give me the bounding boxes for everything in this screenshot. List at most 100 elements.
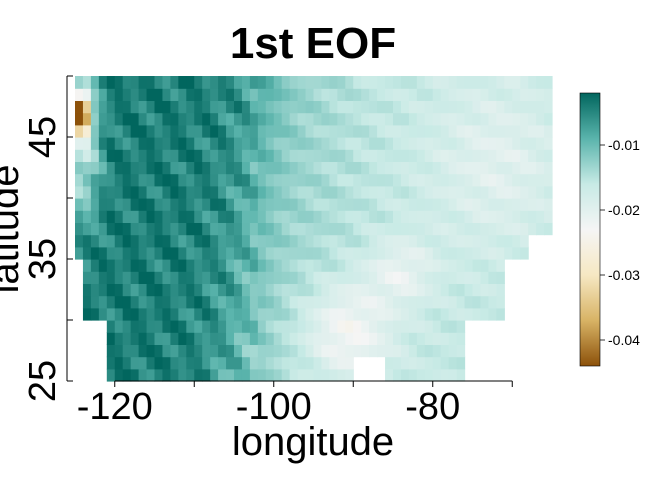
heatmap-cell [154, 368, 164, 382]
heatmap-cell [472, 173, 482, 187]
heatmap-cell [353, 185, 362, 199]
heatmap-cell [313, 112, 323, 126]
heatmap-cell [456, 124, 466, 138]
heatmap-cell [464, 222, 474, 236]
heatmap-cell [289, 173, 299, 187]
heatmap-cell [249, 222, 259, 236]
heatmap-cell [122, 356, 132, 370]
heatmap-cell [353, 137, 362, 150]
heatmap-cell [432, 198, 442, 211]
heatmap-cell [377, 320, 386, 333]
heatmap-cell [82, 210, 92, 223]
heatmap-cell [353, 222, 362, 236]
heatmap-cell [472, 100, 482, 114]
heatmap-cell [202, 100, 211, 114]
heatmap-cell [305, 295, 315, 309]
heatmap-cell [464, 173, 474, 187]
heatmap-cell [488, 271, 497, 284]
heatmap-cell [226, 173, 235, 187]
heatmap-cell [337, 320, 346, 333]
heatmap-cell [456, 222, 466, 236]
heatmap-cell [257, 356, 267, 370]
heatmap-cell [257, 185, 267, 199]
heatmap-cell [273, 88, 283, 101]
colorbar-tick-label: -0.03 [608, 267, 640, 283]
heatmap-cell [448, 222, 458, 236]
heatmap-cell [114, 88, 124, 101]
heatmap-cell [337, 100, 346, 114]
heatmap-cell [305, 76, 315, 89]
heatmap-cell [480, 88, 489, 101]
heatmap-cell [400, 124, 410, 138]
heatmap-cell [321, 149, 330, 162]
heatmap-cell [520, 173, 529, 187]
heatmap-cell [130, 332, 140, 345]
heatmap-cell [488, 307, 497, 321]
heatmap-cell [464, 149, 474, 162]
heatmap-cell [393, 137, 402, 150]
heatmap-cell [122, 234, 132, 248]
heatmap-cell [321, 185, 330, 199]
heatmap-cell [488, 161, 497, 175]
heatmap-cell [265, 344, 275, 358]
heatmap-cell [281, 344, 291, 358]
heatmap-cell [424, 173, 434, 187]
heatmap-cell [353, 100, 362, 114]
heatmap-cell [146, 295, 156, 309]
heatmap-cell [528, 198, 537, 211]
heatmap-cell [361, 271, 370, 284]
heatmap-cell [528, 124, 537, 138]
heatmap-cell [321, 246, 330, 260]
heatmap-cell [408, 210, 418, 223]
heatmap-cell [210, 307, 219, 321]
heatmap-cell [289, 344, 299, 358]
heatmap-cell [488, 185, 497, 199]
heatmap-cell [297, 234, 307, 248]
heatmap-cell [480, 307, 489, 321]
heatmap-cell [138, 356, 148, 370]
heatmap-cell [305, 271, 315, 284]
heatmap-cell [194, 295, 203, 309]
heatmap-cell [178, 173, 187, 187]
heatmap-cell [265, 198, 275, 211]
heatmap-cell [480, 149, 489, 162]
heatmap-cell [297, 259, 307, 272]
heatmap-cell [408, 295, 418, 309]
heatmap-cell [432, 112, 442, 126]
heatmap-cell [297, 283, 307, 297]
heatmap-cell [464, 283, 474, 297]
heatmap-cell [329, 259, 338, 272]
heatmap-cell [114, 100, 124, 114]
heatmap-cell [289, 76, 299, 89]
heatmap-cell [234, 100, 243, 114]
heatmap-cell [154, 356, 164, 370]
heatmap-cell [273, 112, 283, 126]
heatmap-cell [480, 283, 489, 297]
heatmap-cell [226, 137, 235, 150]
heatmap-cell [464, 100, 474, 114]
heatmap-cell [432, 149, 442, 162]
heatmap-cell [377, 88, 386, 101]
heatmap-cell [400, 173, 410, 187]
heatmap-cell [385, 76, 394, 89]
heatmap-cell [353, 271, 362, 284]
heatmap-cell [257, 283, 267, 297]
heatmap-cell [440, 246, 450, 260]
heatmap-cell [512, 112, 521, 126]
heatmap-cell [106, 100, 116, 114]
heatmap-cell [194, 124, 203, 138]
heatmap-cell [408, 173, 418, 187]
heatmap-cell [273, 210, 283, 223]
heatmap-cell [234, 137, 243, 150]
heatmap-cell [337, 344, 346, 358]
heatmap-cell [257, 332, 267, 345]
heatmap-cell [544, 210, 553, 223]
heatmap-cell [226, 283, 235, 297]
heatmap-cell [393, 149, 402, 162]
heatmap-cell [408, 76, 418, 89]
heatmap-cell [321, 320, 330, 333]
heatmap-cell [162, 259, 171, 272]
heatmap-cell [456, 161, 466, 175]
heatmap-cell [257, 320, 267, 333]
heatmap-cell [448, 332, 458, 345]
